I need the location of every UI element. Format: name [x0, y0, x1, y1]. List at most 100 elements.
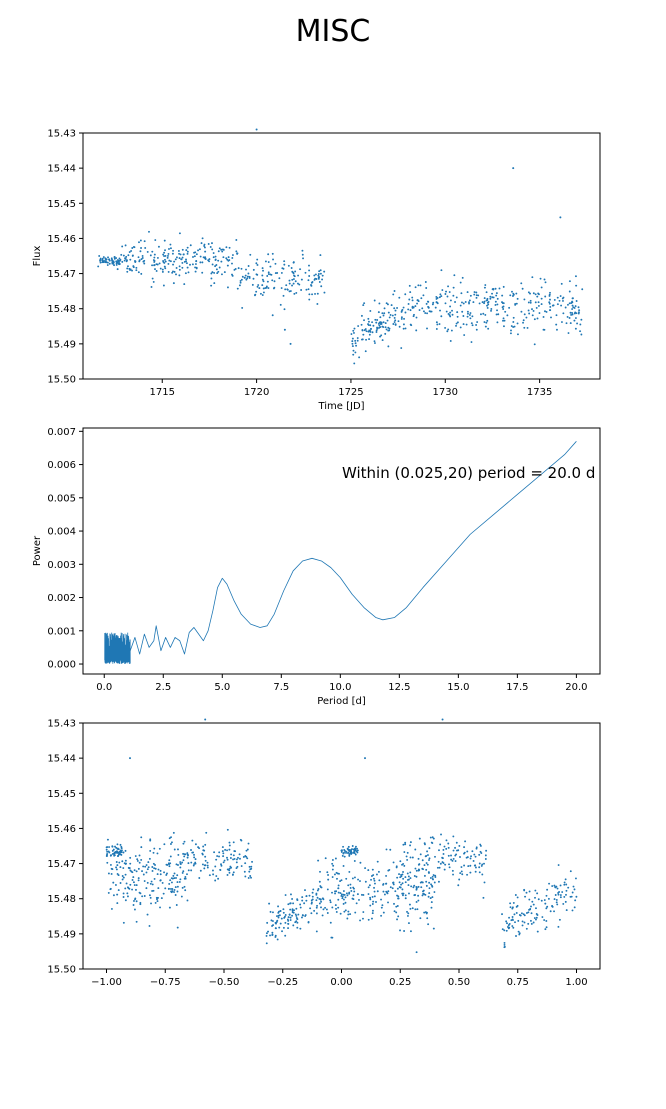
data-point	[407, 875, 410, 878]
data-point	[350, 853, 353, 855]
data-point	[505, 929, 508, 932]
x-tick-label: 15.0	[447, 682, 469, 693]
data-point	[406, 851, 409, 854]
data-point	[432, 837, 435, 840]
data-point	[448, 863, 450, 866]
data-point	[199, 261, 202, 264]
data-point	[560, 304, 563, 307]
data-point	[344, 909, 347, 912]
data-point	[456, 315, 459, 318]
data-point	[577, 312, 580, 315]
data-point	[430, 883, 432, 886]
data-point	[385, 328, 388, 331]
data-point	[138, 861, 141, 864]
data-point	[463, 334, 466, 336]
data-point	[434, 855, 436, 858]
data-point	[304, 889, 306, 892]
data-point	[220, 260, 223, 263]
data-point	[415, 901, 418, 903]
data-point	[564, 306, 567, 309]
data-point	[305, 899, 308, 902]
data-point	[112, 881, 115, 884]
data-point	[491, 292, 493, 295]
data-point	[354, 339, 357, 342]
data-point	[159, 906, 161, 909]
data-point	[411, 296, 414, 299]
data-point	[231, 873, 234, 876]
data-point	[145, 871, 148, 874]
data-point	[545, 894, 548, 897]
data-point	[229, 857, 232, 859]
data-point	[280, 271, 283, 274]
data-point	[401, 888, 404, 891]
data-point	[382, 890, 385, 893]
data-point	[304, 914, 307, 917]
data-point	[170, 843, 172, 845]
data-point	[383, 307, 386, 310]
data-point	[308, 264, 310, 267]
data-point	[148, 857, 151, 860]
data-point	[140, 258, 143, 261]
data-point	[168, 859, 171, 862]
data-point	[315, 899, 318, 902]
data-point	[176, 885, 179, 888]
x-tick-label: 7.5	[273, 682, 289, 693]
data-point	[354, 849, 357, 852]
data-point	[350, 333, 353, 335]
data-point	[177, 853, 180, 856]
data-point	[393, 321, 396, 324]
data-point	[177, 848, 179, 851]
data-point	[468, 299, 471, 302]
data-point	[139, 239, 142, 242]
data-point	[319, 254, 322, 257]
data-point	[346, 894, 349, 897]
data-point	[343, 893, 346, 896]
data-point	[274, 262, 277, 265]
data-point	[528, 312, 531, 315]
data-point	[282, 908, 285, 911]
data-point	[238, 853, 241, 856]
x-tick-label: 1715	[150, 387, 175, 398]
data-point	[450, 329, 453, 332]
data-point	[554, 894, 557, 896]
data-point	[490, 309, 492, 312]
data-point	[266, 921, 269, 924]
data-point	[140, 836, 143, 839]
data-point	[106, 846, 109, 848]
data-point	[255, 262, 258, 265]
data-point	[425, 868, 428, 871]
data-point	[261, 278, 264, 281]
data-point	[378, 302, 381, 305]
data-point	[529, 908, 532, 910]
data-point	[293, 274, 295, 277]
data-point	[172, 249, 175, 252]
data-point	[299, 927, 302, 930]
data-point	[279, 910, 282, 912]
data-point	[244, 274, 247, 277]
data-point	[262, 291, 265, 294]
data-point	[376, 890, 379, 893]
data-point	[431, 303, 434, 306]
data-point	[417, 869, 420, 872]
data-point	[494, 304, 497, 306]
data-point	[407, 878, 410, 881]
outlier-point	[512, 167, 515, 170]
data-point	[132, 881, 135, 884]
data-point	[447, 328, 450, 331]
data-point	[463, 846, 466, 849]
data-point	[535, 907, 537, 910]
data-point	[515, 302, 518, 305]
data-point	[468, 314, 471, 316]
data-point	[426, 327, 428, 330]
data-point	[121, 245, 124, 248]
data-point	[340, 879, 343, 882]
data-point	[170, 836, 172, 839]
data-point	[347, 845, 350, 848]
data-point	[439, 293, 442, 296]
data-point	[461, 301, 463, 304]
data-point	[348, 853, 351, 856]
data-point	[222, 855, 225, 858]
data-point	[549, 309, 551, 312]
data-point	[402, 877, 405, 880]
data-point	[425, 862, 428, 864]
